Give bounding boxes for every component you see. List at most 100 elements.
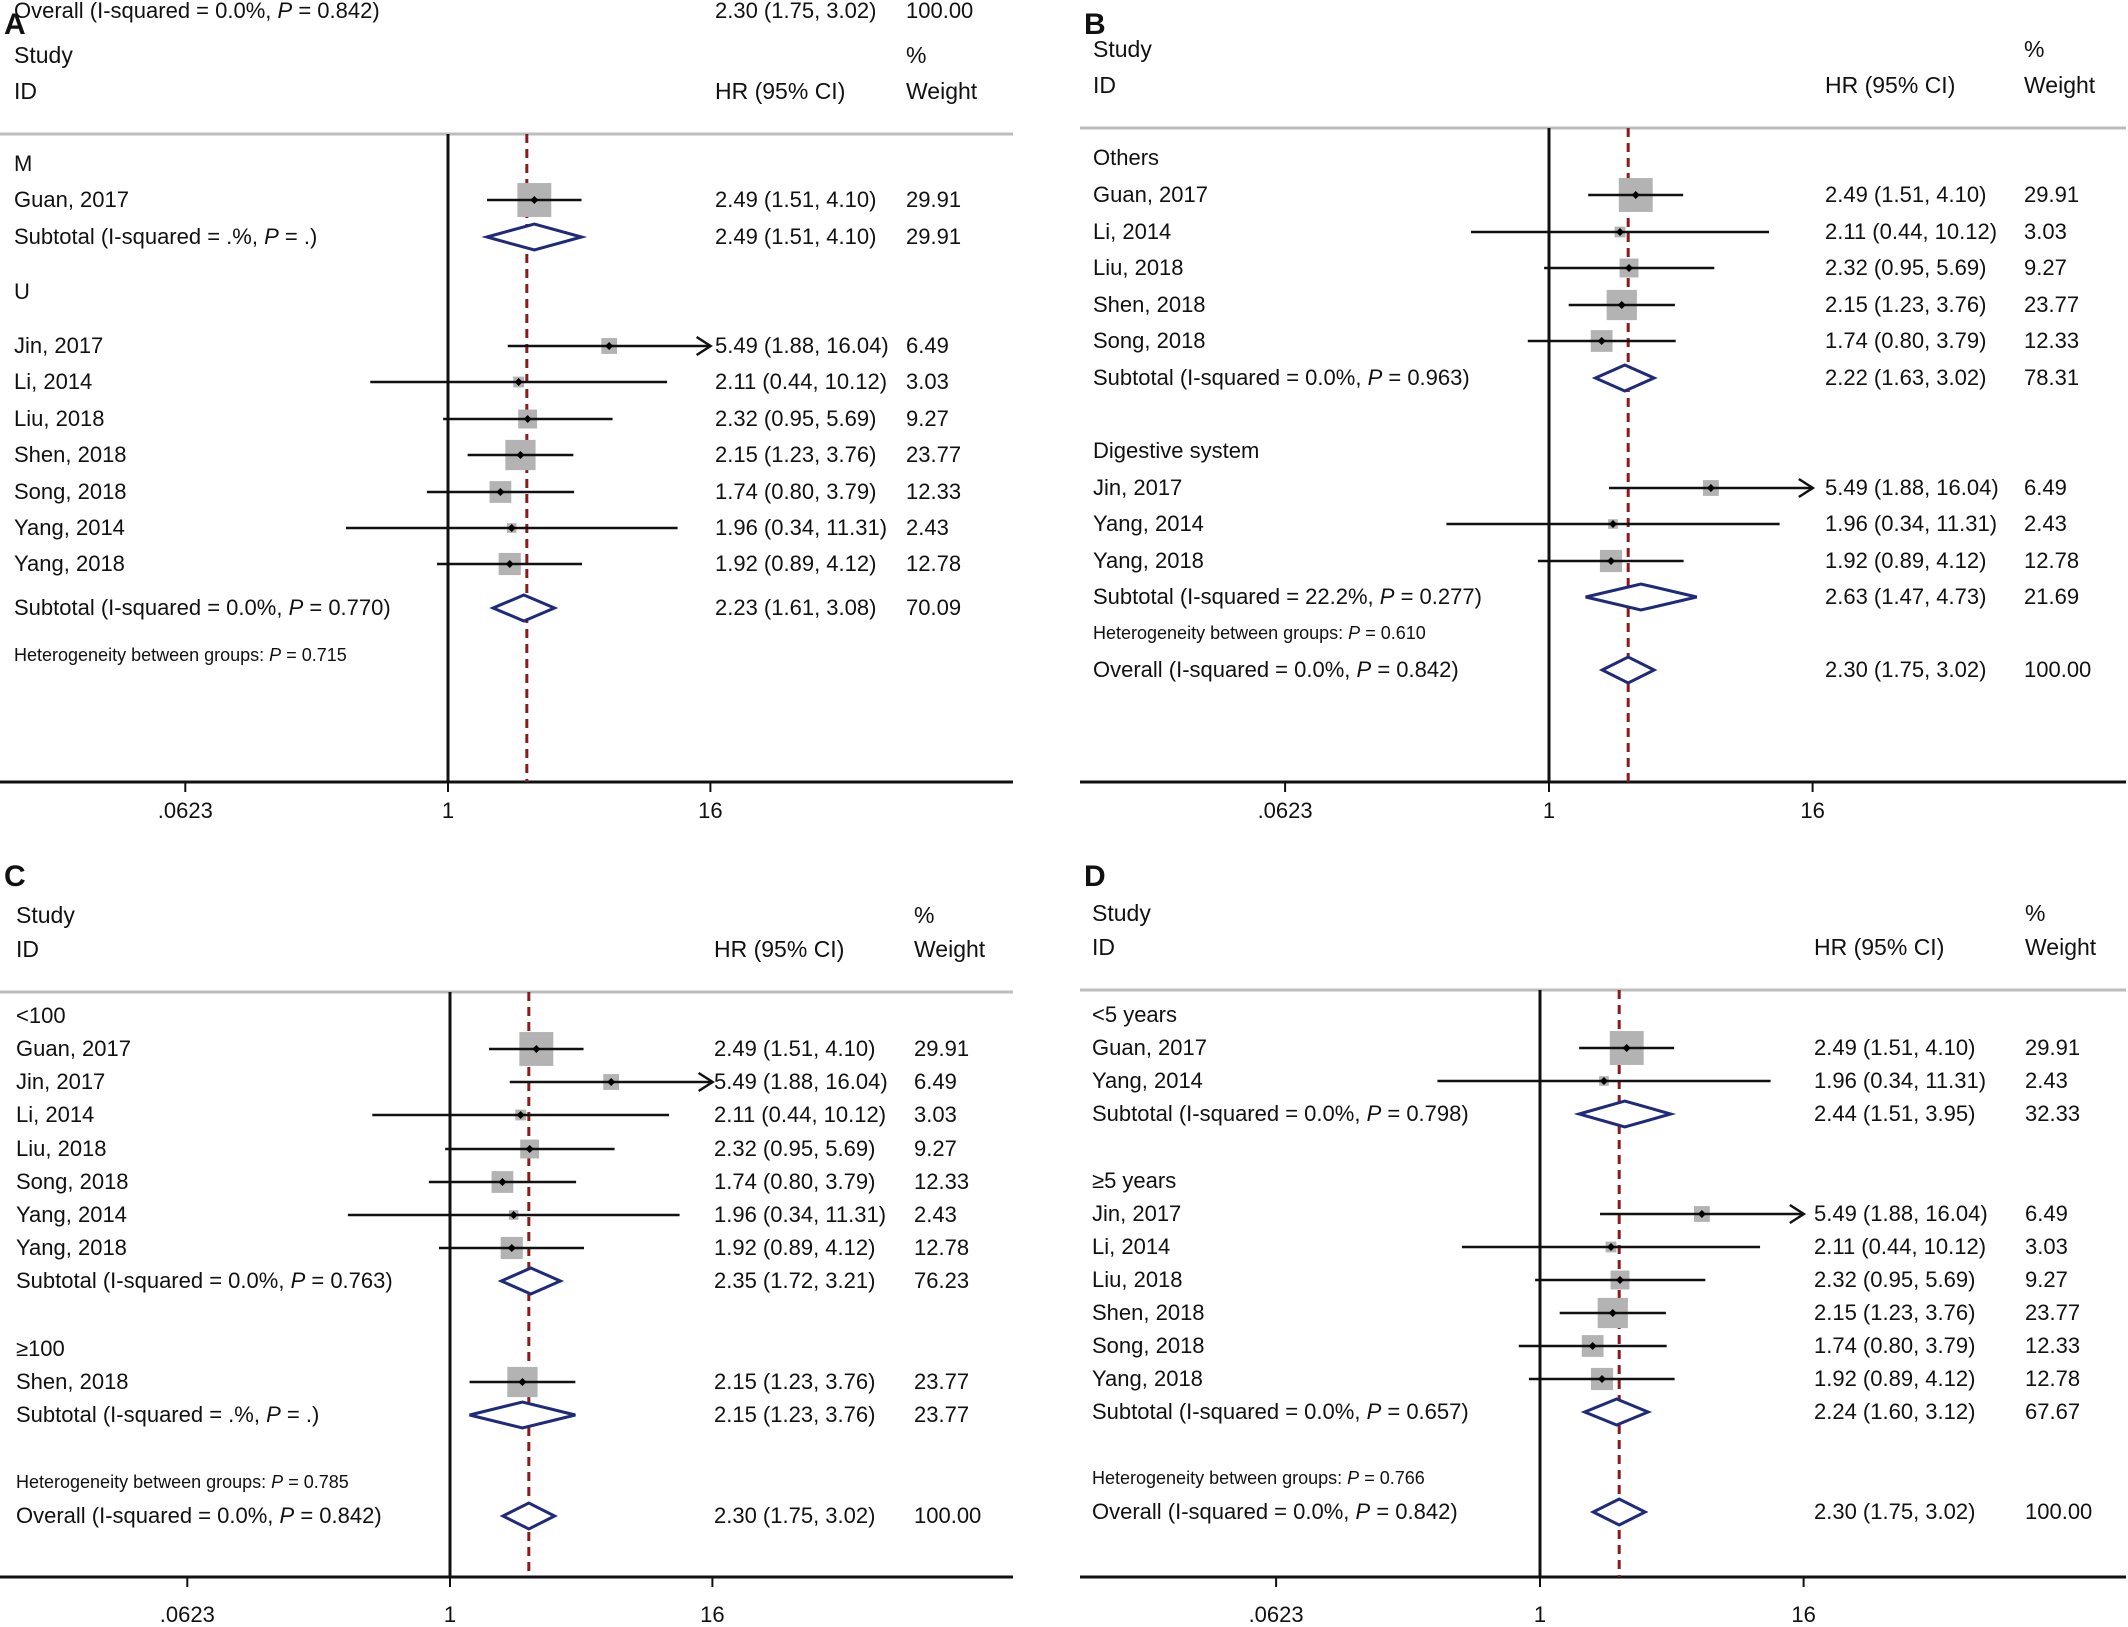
hr-ci-value: 2.49 (1.51, 4.10): [1814, 1035, 1976, 1060]
hr-ci-value: 2.32 (0.95, 5.69): [715, 406, 877, 431]
weight-value: 6.49: [2025, 1201, 2068, 1226]
p-value: = 0.715: [281, 645, 347, 665]
p-symbol: P: [1356, 657, 1372, 682]
row-label-text: Overall (I-squared = 0.0%,: [1093, 657, 1357, 682]
study-label: Jin, 2017: [1092, 1203, 1181, 1225]
study-point-estimate: [516, 1111, 525, 1119]
row-label-text: Others: [1093, 145, 1160, 170]
subtotal-label: Subtotal (I-squared = 0.0%, P = 0.657): [1092, 1401, 1469, 1423]
p-symbol: P: [266, 1402, 281, 1427]
study-label: Li, 2014: [16, 1104, 94, 1126]
hr-ci-value: 2.22 (1.63, 3.02): [1825, 365, 1987, 390]
overall-diamond: [1598, 655, 1658, 685]
study-point-estimate: [532, 1045, 541, 1053]
header-id: ID: [1092, 934, 1115, 960]
weight-value: 78.31: [2024, 365, 2080, 390]
hr-ci-value: 1.74 (0.80, 3.79): [1814, 1333, 1976, 1358]
header-study: Study: [14, 42, 73, 68]
subgroup-label: <100: [16, 1005, 66, 1027]
study-point-estimate: [1606, 1243, 1615, 1251]
row-label-text: Li, 2014: [1092, 1234, 1171, 1259]
subtotal-label: Subtotal (I-squared = .%, P = .): [14, 226, 317, 248]
p-symbol: P: [290, 1268, 306, 1293]
subgroup-label: ≥100: [16, 1338, 65, 1360]
weight-value: 9.27: [2024, 255, 2067, 280]
study-label: Yang, 2014: [16, 1204, 127, 1226]
overall-label: Overall (I-squared = 0.0%, P = 0.842): [14, 0, 380, 22]
row-label-text: Li, 2014: [16, 1102, 95, 1127]
row-label-text: Yang, 2018: [14, 551, 125, 576]
row-label-text: Shen, 2018: [1093, 292, 1206, 317]
hr-ci-value: 2.32 (0.95, 5.69): [714, 1136, 876, 1161]
ci-arrow: [1798, 477, 1816, 499]
ci-arrow: [697, 1071, 715, 1093]
p-value: = 0.842): [294, 1503, 382, 1528]
hr-ci-value: 1.74 (0.80, 3.79): [1825, 328, 1987, 353]
ci-arrow: [695, 335, 713, 357]
subtotal-label: Subtotal (I-squared = 0.0%, P = 0.770): [14, 597, 391, 619]
study-point-estimate: [1616, 1276, 1625, 1284]
row-label-text: Yang, 2018: [16, 1235, 127, 1260]
hr-ci-value: 5.49 (1.88, 16.04): [1814, 1201, 1988, 1226]
weight-value: 70.09: [906, 595, 962, 620]
p-value: = 0.963): [1382, 365, 1470, 390]
weight-value: 23.77: [2025, 1300, 2081, 1325]
hr-ci-value: 2.15 (1.23, 3.76): [714, 1402, 876, 1427]
weight-value: 76.23: [914, 1268, 970, 1293]
panel-label: C: [4, 860, 26, 893]
row-label-text: Guan, 2017: [1093, 182, 1208, 207]
study-label: Yang, 2018: [16, 1237, 127, 1259]
weight-value: 2.43: [2024, 511, 2067, 536]
forest-panel-d: .0623 1 16 D Study ID HR (95% CI)% Weight <5 yea…: [1080, 860, 2128, 1626]
hr-ci-value: 2.11 (0.44, 10.12): [714, 1102, 887, 1127]
row-label-text: Yang, 2018: [1093, 548, 1204, 573]
study-label: Guan, 2017: [1092, 1037, 1207, 1059]
row-label-text: M: [14, 151, 33, 176]
p-value: = 0.842): [1370, 1499, 1458, 1524]
row-label-text: Guan, 2017: [1092, 1035, 1207, 1060]
row-label-text: Yang, 2018: [1092, 1366, 1203, 1391]
weight-value: 6.49: [914, 1069, 957, 1094]
subgroup-label: M: [14, 153, 32, 175]
header-percent: %: [906, 42, 927, 68]
p-symbol: P: [277, 0, 293, 23]
row-label-text: Heterogeneity between groups:: [1093, 623, 1349, 643]
subgroup-label: Digestive system: [1093, 440, 1259, 462]
study-point-estimate: [1599, 1077, 1608, 1085]
subtotal-diamond: [497, 1266, 565, 1296]
study-point-estimate: [1608, 520, 1617, 528]
x-tick-label: 1: [441, 798, 455, 823]
study-point-estimate: [498, 1178, 507, 1186]
hr-ci-value: 1.92 (0.89, 4.12): [1814, 1366, 1976, 1391]
weight-value: 32.33: [2025, 1101, 2081, 1126]
study-label: Yang, 2018: [14, 553, 125, 575]
row-label-text: Liu, 2018: [14, 406, 105, 431]
study-label: Guan, 2017: [16, 1038, 131, 1060]
study-point-estimate: [496, 488, 505, 496]
header-weight: Weight: [914, 936, 986, 962]
header-weight: Weight: [2024, 72, 2096, 98]
hr-ci-value: 2.49 (1.51, 4.10): [715, 224, 877, 249]
study-point-estimate: [523, 415, 532, 423]
subtotal-label: Subtotal (I-squared = 0.0%, P = 0.963): [1093, 367, 1470, 389]
study-label: Jin, 2017: [16, 1071, 105, 1093]
hr-ci-value: 2.30 (1.75, 3.02): [1814, 1499, 1976, 1524]
overall-diamond: [1589, 1497, 1649, 1527]
panel-label: D: [1084, 860, 1106, 893]
p-value: = 0.842): [1371, 657, 1459, 682]
p-symbol: P: [288, 595, 304, 620]
hr-ci-value: 2.24 (1.60, 3.12): [1814, 1399, 1976, 1424]
subtotal-diamond: [1580, 1397, 1653, 1427]
p-value: = 0.763): [305, 1268, 393, 1293]
hr-ci-value: 2.11 (0.44, 10.12): [1825, 219, 1998, 244]
forest-plot-graphics: [0, 990, 1013, 1587]
study-label: Song, 2018: [1092, 1335, 1205, 1357]
study-label: Yang, 2018: [1092, 1368, 1203, 1390]
subtotal-diamond: [469, 1400, 576, 1430]
p-symbol: P: [279, 1503, 295, 1528]
weight-value: 21.69: [2024, 584, 2080, 609]
row-label-text: Subtotal (I-squared = 0.0%,: [16, 1268, 291, 1293]
header-weight: Weight: [906, 78, 978, 104]
hr-ci-value: 5.49 (1.88, 16.04): [1825, 475, 1999, 500]
header-study: Study: [16, 902, 75, 928]
